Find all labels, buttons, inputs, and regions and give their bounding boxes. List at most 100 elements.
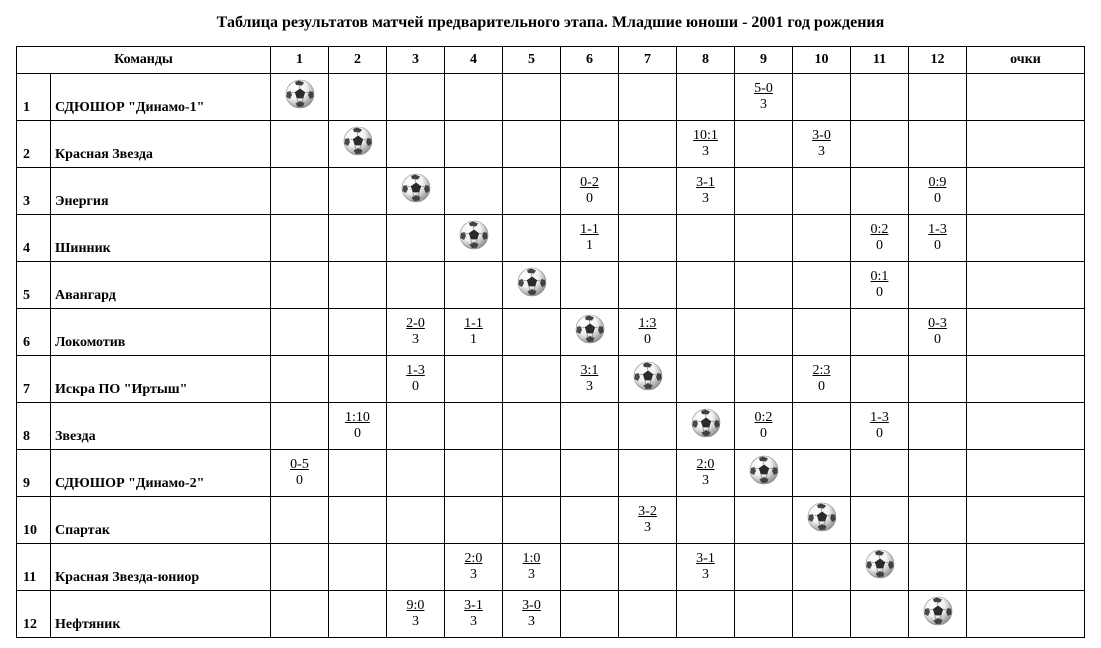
- diagonal-cell: [735, 450, 793, 497]
- row-index: 1: [17, 74, 51, 121]
- points-cell: [967, 309, 1085, 356]
- diagonal-cell: [271, 74, 329, 121]
- empty-cell: [271, 262, 329, 309]
- header-col: 5: [503, 47, 561, 74]
- empty-cell: [619, 215, 677, 262]
- header-col: 2: [329, 47, 387, 74]
- team-name: Шинник: [51, 215, 271, 262]
- empty-cell: [735, 544, 793, 591]
- empty-cell: [851, 450, 909, 497]
- empty-cell: [329, 450, 387, 497]
- empty-cell: [503, 121, 561, 168]
- ball-icon: [865, 549, 895, 579]
- result-cell: 2:03: [677, 450, 735, 497]
- empty-cell: [445, 497, 503, 544]
- points-cell: [967, 591, 1085, 638]
- result-cell: 5-03: [735, 74, 793, 121]
- result-cell: 1:30: [619, 309, 677, 356]
- result-cell: 2:03: [445, 544, 503, 591]
- empty-cell: [445, 262, 503, 309]
- row-index: 7: [17, 356, 51, 403]
- empty-cell: [793, 544, 851, 591]
- row-index: 5: [17, 262, 51, 309]
- empty-cell: [851, 121, 909, 168]
- empty-cell: [561, 262, 619, 309]
- team-name: СДЮШОР "Динамо-2": [51, 450, 271, 497]
- empty-cell: [619, 121, 677, 168]
- empty-cell: [329, 356, 387, 403]
- empty-cell: [793, 262, 851, 309]
- empty-cell: [677, 497, 735, 544]
- empty-cell: [271, 215, 329, 262]
- empty-cell: [445, 121, 503, 168]
- diagonal-cell: [445, 215, 503, 262]
- ball-icon: [343, 126, 373, 156]
- points-cell: [967, 215, 1085, 262]
- empty-cell: [793, 403, 851, 450]
- page-title: Таблица результатов матчей предварительн…: [16, 14, 1085, 32]
- empty-cell: [503, 403, 561, 450]
- table-row: 1СДЮШОР "Динамо-1" 5-03: [17, 74, 1085, 121]
- diagonal-cell: [677, 403, 735, 450]
- empty-cell: [793, 309, 851, 356]
- empty-cell: [329, 309, 387, 356]
- header-col: 7: [619, 47, 677, 74]
- row-index: 3: [17, 168, 51, 215]
- empty-cell: [677, 309, 735, 356]
- diagonal-cell: [619, 356, 677, 403]
- empty-cell: [329, 262, 387, 309]
- team-name: Красная Звезда: [51, 121, 271, 168]
- empty-cell: [271, 497, 329, 544]
- result-cell: 3-03: [503, 591, 561, 638]
- empty-cell: [735, 215, 793, 262]
- empty-cell: [851, 168, 909, 215]
- diagonal-cell: [503, 262, 561, 309]
- team-name: Спартак: [51, 497, 271, 544]
- empty-cell: [503, 450, 561, 497]
- table-row: 10Спартак3-23: [17, 497, 1085, 544]
- empty-cell: [619, 74, 677, 121]
- diagonal-cell: [387, 168, 445, 215]
- result-cell: 1:100: [329, 403, 387, 450]
- empty-cell: [503, 356, 561, 403]
- points-cell: [967, 168, 1085, 215]
- empty-cell: [619, 591, 677, 638]
- empty-cell: [271, 121, 329, 168]
- row-index: 8: [17, 403, 51, 450]
- table-row: 9СДЮШОР "Динамо-2"0-502:03: [17, 450, 1085, 497]
- result-cell: 3-13: [677, 168, 735, 215]
- empty-cell: [387, 544, 445, 591]
- ball-icon: [459, 220, 489, 250]
- empty-cell: [503, 74, 561, 121]
- points-cell: [967, 403, 1085, 450]
- table-row: 12Нефтяник9:033-133-03: [17, 591, 1085, 638]
- empty-cell: [271, 544, 329, 591]
- diagonal-cell: [909, 591, 967, 638]
- empty-cell: [677, 262, 735, 309]
- ball-icon: [285, 79, 315, 109]
- empty-cell: [503, 168, 561, 215]
- empty-cell: [387, 403, 445, 450]
- empty-cell: [271, 309, 329, 356]
- empty-cell: [909, 121, 967, 168]
- result-cell: 1-30: [387, 356, 445, 403]
- ball-icon: [923, 596, 953, 626]
- empty-cell: [503, 309, 561, 356]
- empty-cell: [387, 74, 445, 121]
- empty-cell: [735, 591, 793, 638]
- empty-cell: [619, 450, 677, 497]
- table-row: 2Красная Звезда 10:133-03: [17, 121, 1085, 168]
- empty-cell: [619, 168, 677, 215]
- team-name: СДЮШОР "Динамо-1": [51, 74, 271, 121]
- result-cell: 0:90: [909, 168, 967, 215]
- empty-cell: [329, 168, 387, 215]
- row-index: 11: [17, 544, 51, 591]
- result-cell: 1-11: [561, 215, 619, 262]
- ball-icon: [807, 502, 837, 532]
- empty-cell: [677, 591, 735, 638]
- header-col: 4: [445, 47, 503, 74]
- empty-cell: [735, 497, 793, 544]
- empty-cell: [735, 262, 793, 309]
- empty-cell: [619, 403, 677, 450]
- result-cell: 0-20: [561, 168, 619, 215]
